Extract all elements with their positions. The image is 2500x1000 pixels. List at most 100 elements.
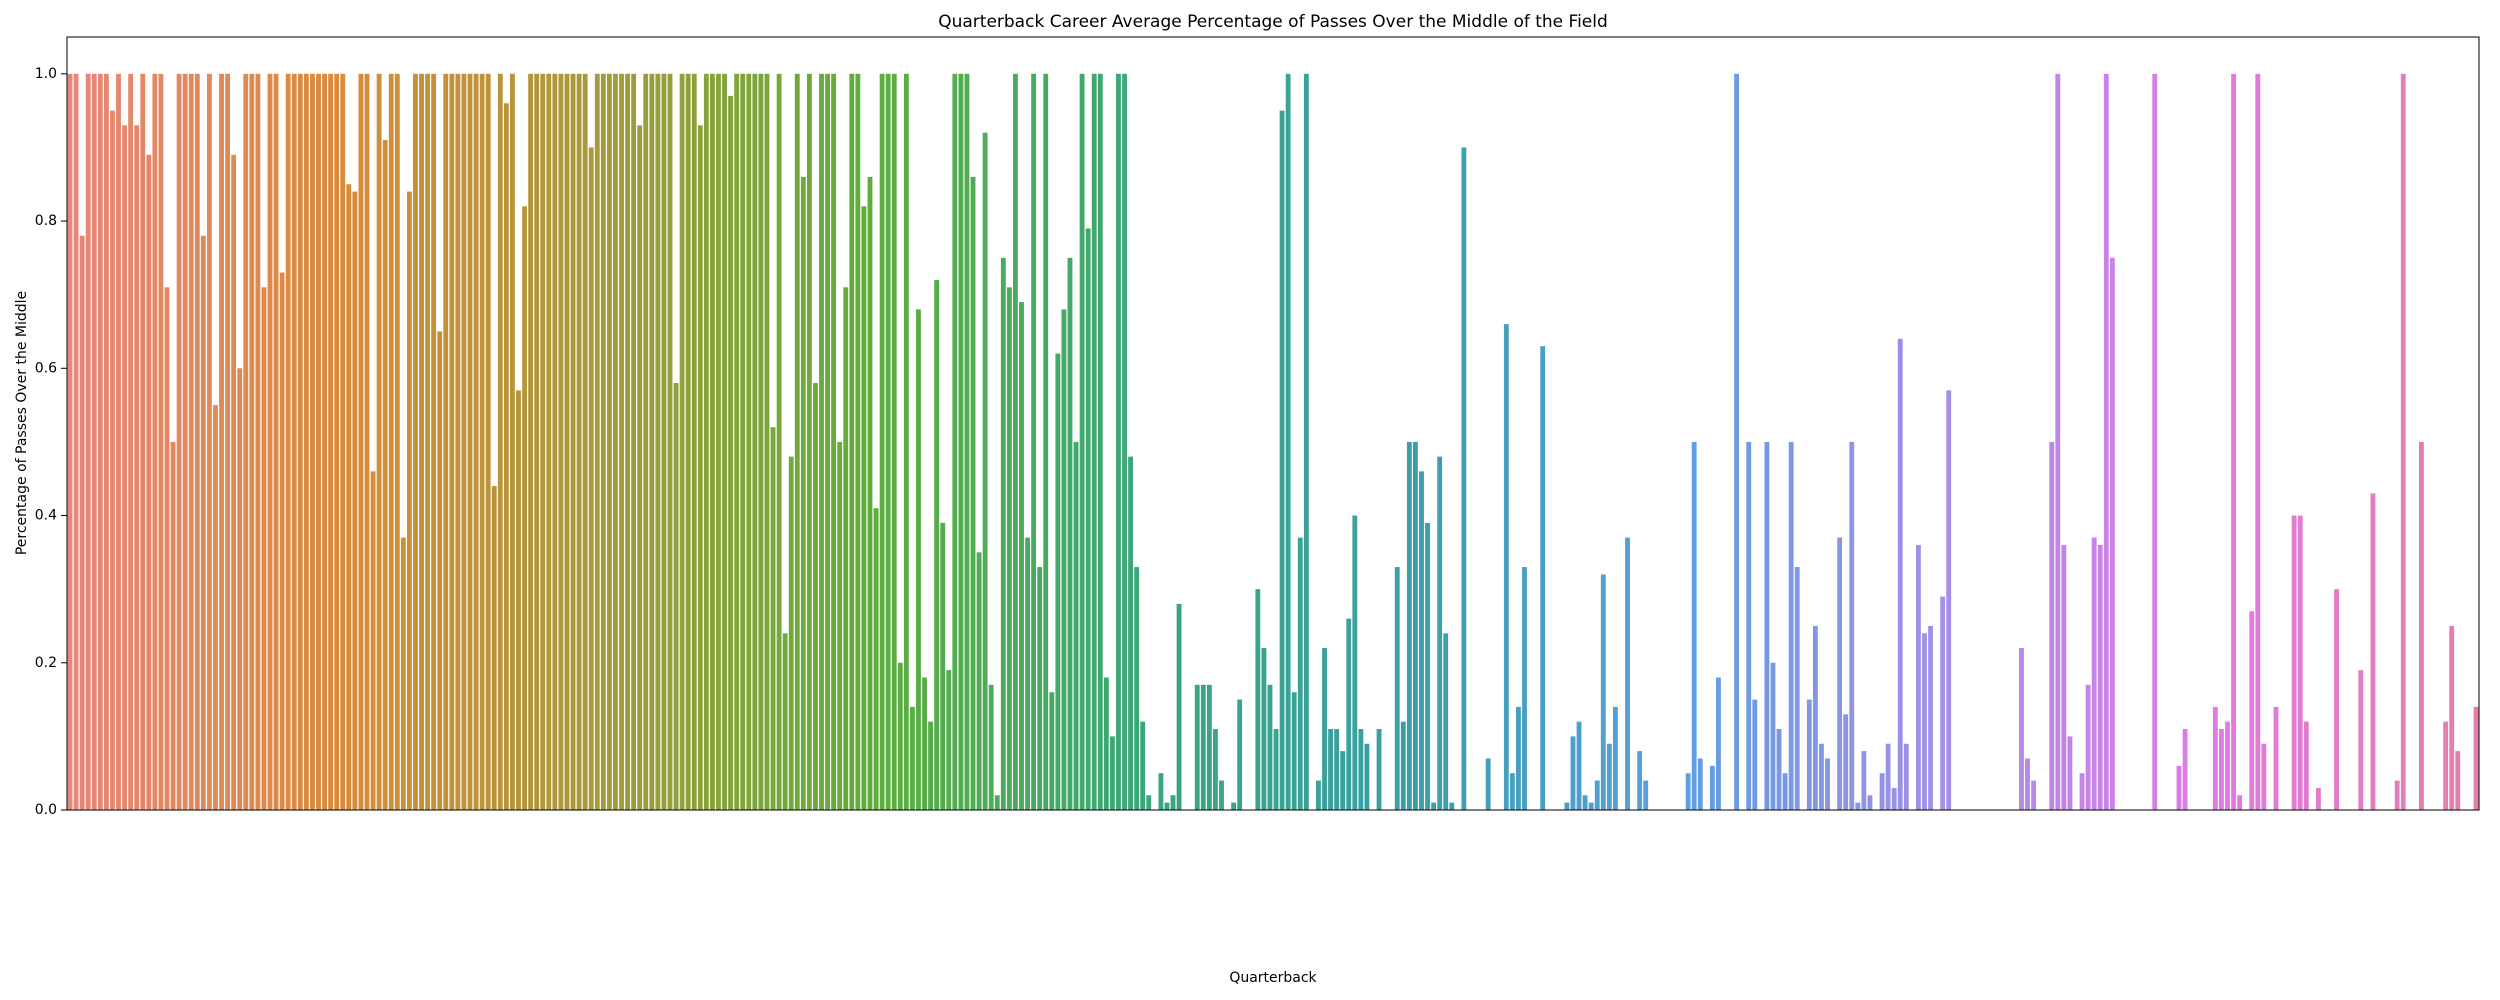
bar <box>406 191 412 811</box>
chart-title: Quarterback Career Average Percentage of… <box>938 12 1608 32</box>
bar <box>85 73 91 811</box>
bar <box>1273 729 1279 810</box>
bar <box>1097 73 1103 811</box>
bar <box>255 73 261 811</box>
bar <box>219 73 224 811</box>
y-axis-label: Percentage of Passes Over the Middle <box>14 291 30 555</box>
plot-frame <box>66 36 2480 811</box>
bar <box>728 95 734 810</box>
bar <box>2303 721 2309 810</box>
bar <box>2091 537 2097 810</box>
bar <box>122 125 127 811</box>
bar <box>285 73 291 811</box>
bar <box>1109 736 1115 810</box>
bar <box>800 176 806 810</box>
bar <box>1849 441 1855 810</box>
bar <box>1091 73 1097 811</box>
bar <box>516 390 521 810</box>
bar <box>267 73 273 811</box>
bar <box>1255 589 1261 810</box>
bar <box>1206 684 1212 810</box>
bar <box>740 73 746 811</box>
bar <box>2025 758 2030 810</box>
bar <box>867 176 873 810</box>
bar <box>2031 780 2036 810</box>
bar <box>994 795 1000 810</box>
bar <box>722 73 727 811</box>
bar <box>1412 441 1418 810</box>
bar <box>146 154 152 811</box>
bar <box>679 73 685 811</box>
bar <box>1425 522 1430 810</box>
bar <box>334 73 340 811</box>
bar <box>1643 780 1649 810</box>
bar <box>358 73 364 811</box>
bar <box>194 73 200 811</box>
bar <box>2049 441 2055 810</box>
x-axis-label: Quarterback <box>1229 970 1317 986</box>
bar <box>540 73 546 811</box>
bar <box>1946 390 1952 810</box>
bar <box>788 456 794 810</box>
bar <box>831 73 837 811</box>
bar <box>2225 721 2230 810</box>
bar <box>928 721 934 810</box>
bar <box>67 73 73 811</box>
bar <box>1194 684 1200 810</box>
bar <box>843 287 849 810</box>
bar <box>716 73 721 811</box>
bar <box>437 331 443 810</box>
y-tick-label: 0.0 <box>35 802 57 818</box>
bar <box>619 73 624 811</box>
bar <box>352 191 358 811</box>
y-tick-label: 0.8 <box>35 213 57 229</box>
bar <box>1019 302 1024 810</box>
bar <box>503 103 509 810</box>
bar <box>200 235 206 810</box>
bar <box>140 73 146 811</box>
bar <box>152 73 158 811</box>
bar <box>1885 743 1891 810</box>
bar <box>643 73 649 811</box>
bar <box>849 73 855 811</box>
bar <box>1128 456 1134 810</box>
bar <box>322 73 327 811</box>
bar <box>370 471 376 810</box>
bar <box>2079 773 2085 810</box>
bar <box>1540 346 1546 810</box>
bar <box>2255 73 2261 811</box>
bar <box>1419 471 1424 810</box>
bar <box>182 73 188 811</box>
bar <box>855 73 861 811</box>
bar <box>570 73 576 811</box>
bar <box>625 73 631 811</box>
bar <box>382 140 388 811</box>
bar <box>1794 567 1800 810</box>
bar <box>1770 662 1776 810</box>
bar <box>1316 780 1321 810</box>
bar <box>1176 603 1182 810</box>
bar <box>558 73 564 811</box>
bar <box>1279 110 1285 811</box>
bar <box>134 125 140 811</box>
bar <box>1782 773 1788 810</box>
bar <box>667 73 673 811</box>
bar <box>225 73 231 811</box>
bar <box>128 73 134 811</box>
bar <box>952 73 958 811</box>
bar <box>176 73 182 811</box>
bar <box>2443 721 2449 810</box>
bar <box>116 73 121 811</box>
bar <box>1461 147 1467 810</box>
bar <box>1231 802 1237 810</box>
bar <box>1158 773 1164 810</box>
bar <box>655 73 661 811</box>
bar <box>2061 544 2067 810</box>
bar <box>1328 729 1333 810</box>
bar <box>1146 795 1152 810</box>
bar <box>703 73 709 811</box>
bar <box>940 522 946 810</box>
bar <box>1170 795 1176 810</box>
